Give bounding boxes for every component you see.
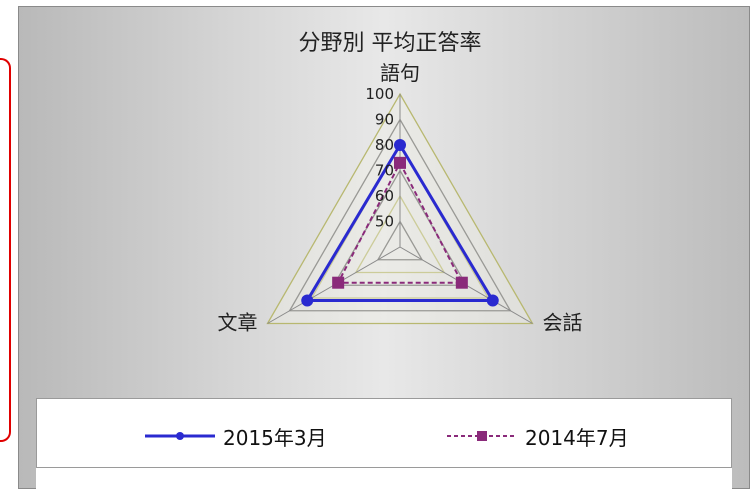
- series-1-point-2: [332, 276, 345, 289]
- series-line-1: [336, 160, 464, 284]
- radar-grid: [266, 92, 534, 325]
- grid-ring-90: [288, 118, 512, 312]
- axis-label-0: 語句: [380, 61, 420, 85]
- grid-ring-50: [376, 220, 424, 261]
- legend-label-2014: 2014年7月: [525, 425, 629, 450]
- axis-label-2: 文章: [217, 311, 257, 335]
- legend-label-2015: 2015年3月: [223, 425, 327, 450]
- series-0-point-0: [394, 139, 406, 151]
- tick-label-50: 50: [375, 213, 394, 231]
- legend-item-2014: 2014年7月: [447, 421, 629, 451]
- grid-ring-60: [354, 194, 446, 274]
- axis-label-1: 会話: [543, 311, 583, 335]
- legend: 2015年3月 2014年7月: [36, 398, 732, 468]
- series-1-point-0: [394, 156, 406, 169]
- legend-swatch-2015: [145, 432, 215, 440]
- series-0-point-2: [301, 294, 314, 307]
- legend-swatch-2014: [447, 431, 517, 441]
- bottom-strip: [36, 468, 732, 489]
- tick-label-80: 80: [375, 136, 394, 154]
- series-line-0: [304, 142, 496, 303]
- radar-series: [301, 139, 499, 307]
- series-1-point-1: [455, 276, 468, 289]
- series-0-point-1: [486, 294, 499, 307]
- chart-title: 分野別 平均正答率: [299, 31, 482, 56]
- tick-label-70: 70: [375, 162, 394, 180]
- legend-item-2015: 2015年3月: [145, 421, 327, 451]
- tick-label-90: 90: [375, 111, 394, 129]
- tick-label-60: 60: [375, 187, 394, 205]
- tick-label-100: 100: [365, 85, 394, 103]
